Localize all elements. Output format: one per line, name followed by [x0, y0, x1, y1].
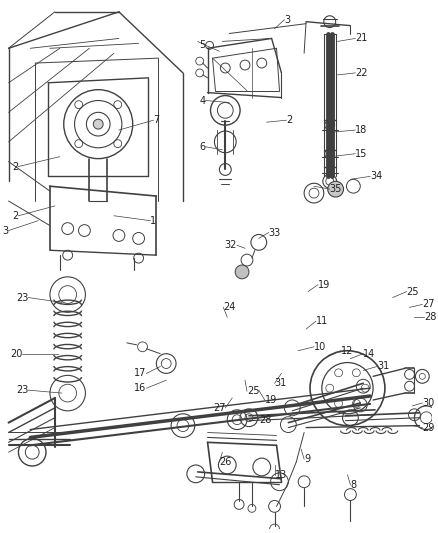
Text: 31: 31 [275, 378, 287, 388]
Text: 17: 17 [134, 368, 146, 378]
Text: 14: 14 [363, 349, 375, 359]
Text: 21: 21 [355, 34, 368, 44]
Text: 27: 27 [213, 403, 225, 413]
Text: 7: 7 [153, 115, 159, 125]
Text: 13: 13 [275, 470, 287, 480]
Text: 19: 19 [265, 395, 277, 405]
Text: 25: 25 [247, 386, 259, 396]
Text: 34: 34 [370, 172, 382, 181]
Text: 23: 23 [16, 293, 28, 303]
Text: 26: 26 [219, 457, 232, 467]
Text: 22: 22 [355, 68, 368, 78]
Text: 23: 23 [16, 385, 28, 395]
Text: 9: 9 [304, 454, 310, 464]
Text: 4: 4 [199, 95, 205, 106]
Text: 11: 11 [316, 316, 328, 326]
Text: 28: 28 [259, 415, 271, 425]
Text: 1: 1 [150, 216, 156, 225]
Text: 16: 16 [134, 383, 146, 393]
Text: 3: 3 [284, 15, 290, 25]
Text: 24: 24 [223, 302, 236, 312]
Circle shape [328, 181, 343, 197]
Text: 25: 25 [406, 287, 419, 297]
Circle shape [235, 265, 249, 279]
Text: 2: 2 [286, 115, 293, 125]
Circle shape [93, 119, 103, 129]
Text: 3: 3 [3, 225, 9, 236]
Text: 31: 31 [377, 361, 389, 372]
Text: 35: 35 [330, 184, 342, 194]
Text: 33: 33 [268, 228, 281, 238]
Text: 2: 2 [12, 211, 18, 221]
Text: 8: 8 [350, 480, 357, 490]
Text: 5: 5 [199, 41, 205, 50]
Text: 2: 2 [12, 161, 18, 172]
Text: 19: 19 [318, 280, 330, 290]
Text: 29: 29 [422, 423, 434, 433]
Text: 28: 28 [424, 312, 437, 322]
Text: 32: 32 [225, 240, 237, 251]
Text: 10: 10 [314, 342, 326, 352]
Text: 20: 20 [10, 349, 22, 359]
Text: 18: 18 [355, 125, 367, 135]
Text: 27: 27 [422, 300, 435, 310]
Text: 6: 6 [199, 142, 205, 152]
Text: 12: 12 [341, 346, 353, 356]
Text: 30: 30 [422, 398, 434, 408]
Text: 15: 15 [355, 149, 368, 159]
